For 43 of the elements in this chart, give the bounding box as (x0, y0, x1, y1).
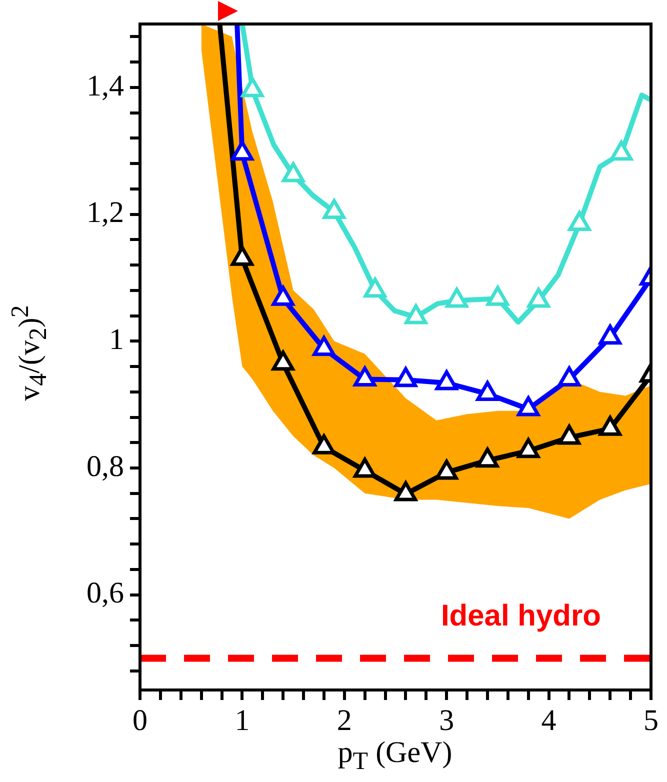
point (527, 288, 550, 308)
point (241, 77, 264, 98)
point (322, 199, 346, 219)
point (230, 246, 254, 266)
x-tick-label: 1 (234, 704, 250, 737)
ref-line-label: Ideal hydro (440, 600, 601, 633)
point (364, 278, 386, 298)
point (568, 211, 591, 232)
x-tick-label: 5 (644, 704, 658, 737)
y-tick-label: 0,8 (86, 450, 124, 483)
point (476, 381, 499, 402)
point (404, 304, 428, 324)
x-tick-label: 2 (336, 704, 352, 737)
point (486, 286, 509, 306)
point (558, 424, 581, 445)
point (282, 162, 305, 182)
point (476, 448, 499, 468)
point (354, 366, 376, 386)
point (598, 416, 622, 436)
point (394, 481, 417, 502)
x-tick-label: 3 (439, 704, 454, 737)
x-tick-label: 0 (132, 704, 148, 737)
x-axis-title: p$_{T}$ (GeV) (336, 736, 454, 776)
point (312, 434, 336, 454)
y-tick-label: 1,4 (86, 69, 124, 102)
x-tick-label: 4 (541, 704, 556, 737)
point (312, 336, 336, 356)
y-tick-label: 1 (109, 323, 124, 356)
point (435, 370, 458, 390)
point (598, 324, 622, 345)
point (610, 140, 633, 161)
point (435, 460, 458, 480)
point (394, 367, 417, 388)
point (558, 366, 581, 386)
point (517, 438, 540, 458)
point (272, 286, 294, 306)
point (354, 458, 376, 478)
y-tick-label: 0,6 (86, 576, 124, 610)
point (272, 350, 294, 371)
point (230, 140, 254, 161)
point (446, 288, 468, 308)
point (517, 396, 540, 416)
y-tick-label: 1,2 (86, 196, 124, 230)
